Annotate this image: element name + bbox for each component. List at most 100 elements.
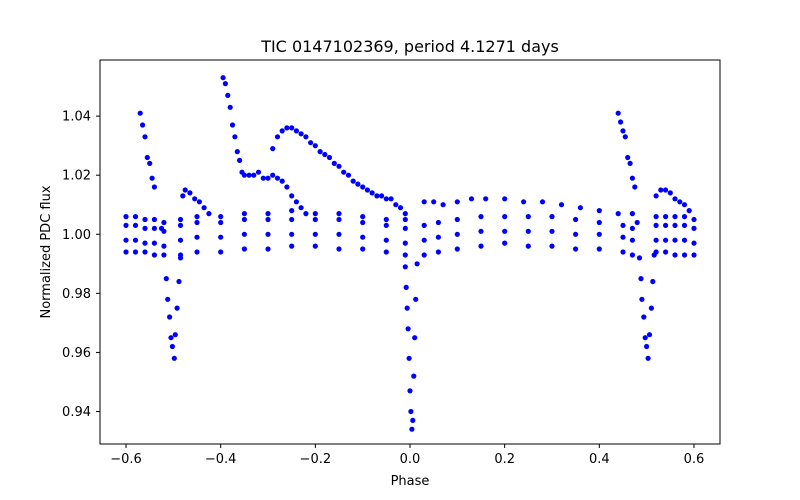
data-point (667, 190, 673, 196)
data-point (218, 234, 224, 240)
data-point (573, 231, 579, 237)
data-point (663, 249, 669, 255)
data-point (402, 216, 408, 223)
data-point (691, 240, 697, 246)
data-point (232, 134, 238, 140)
data-point (393, 202, 399, 208)
data-point (672, 252, 678, 258)
data-point (402, 252, 408, 258)
data-point (383, 249, 389, 255)
data-point (293, 199, 299, 205)
data-point (620, 128, 626, 134)
data-point (646, 332, 653, 338)
data-point (251, 172, 257, 178)
data-point (265, 231, 271, 237)
data-point (672, 222, 678, 228)
data-point (171, 355, 177, 361)
data-point (681, 252, 688, 258)
data-point (206, 211, 212, 217)
data-point (289, 193, 295, 199)
data-point (293, 128, 299, 134)
data-point (634, 219, 640, 226)
data-point (478, 243, 484, 249)
data-point (308, 140, 314, 146)
x-tick-label: 0.0 (400, 452, 421, 467)
data-point (201, 205, 207, 211)
data-point (629, 237, 636, 243)
data-point (158, 225, 165, 231)
data-point (196, 199, 202, 205)
data-point (192, 196, 198, 202)
data-point (653, 249, 659, 255)
data-point (681, 237, 688, 243)
data-point (653, 222, 659, 228)
data-point (246, 172, 252, 178)
data-point (421, 199, 427, 205)
data-point (317, 149, 323, 155)
data-point (360, 219, 366, 226)
data-point (681, 214, 688, 220)
data-point (639, 296, 645, 302)
y-axis-ticks: 0.94 0.96 0.98 1.00 1.02 1.04 (62, 110, 100, 420)
data-point (227, 104, 233, 110)
data-point (672, 196, 678, 202)
y-tick-label: 0.96 (62, 346, 91, 361)
data-point (241, 172, 247, 178)
data-point (336, 216, 342, 223)
data-point (615, 110, 621, 116)
data-point (140, 122, 146, 128)
data-point (408, 408, 414, 415)
data-point (234, 149, 240, 155)
data-point (260, 175, 266, 181)
data-point (663, 237, 669, 243)
data-point (691, 225, 697, 231)
y-tick-label: 0.98 (62, 287, 91, 302)
data-point (360, 234, 366, 240)
data-point (397, 205, 404, 211)
data-point (312, 216, 318, 223)
data-point (163, 276, 169, 282)
y-tick-label: 1.04 (62, 110, 91, 125)
data-point (151, 184, 157, 190)
data-point (151, 225, 157, 231)
data-point (289, 231, 295, 237)
data-point (298, 205, 304, 211)
data-point (123, 222, 129, 228)
data-point (620, 234, 626, 240)
data-point (132, 249, 139, 255)
data-point (182, 187, 188, 193)
data-point (147, 160, 153, 166)
data-point (454, 216, 460, 223)
data-point (521, 199, 527, 205)
data-point (265, 175, 271, 181)
data-point (142, 134, 148, 140)
data-point (691, 216, 697, 223)
data-point (663, 187, 669, 193)
data-point (165, 296, 171, 302)
data-points (123, 75, 697, 432)
data-point (298, 131, 304, 137)
data-point (596, 231, 602, 237)
data-point (255, 169, 262, 175)
data-point (123, 214, 129, 220)
data-point (336, 246, 342, 252)
data-point (364, 187, 370, 193)
data-point (478, 214, 484, 220)
data-point (151, 252, 157, 258)
data-point (625, 154, 631, 161)
data-point (336, 163, 342, 169)
data-point (369, 190, 375, 196)
data-point (412, 335, 418, 341)
data-point (525, 228, 531, 234)
data-point (403, 284, 409, 290)
y-axis-label: Normalized PDC flux (39, 185, 54, 318)
data-point (421, 237, 427, 243)
data-point (622, 134, 628, 140)
data-point (303, 134, 309, 140)
data-point (161, 219, 167, 226)
data-point (478, 228, 484, 234)
data-point (539, 199, 546, 205)
data-point (220, 75, 226, 81)
